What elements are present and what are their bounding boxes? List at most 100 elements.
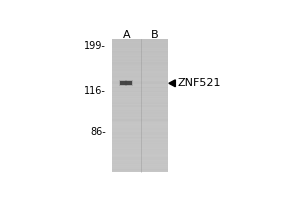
Bar (112, 91, 168, 92)
Bar (112, 67, 168, 68)
Bar (112, 124, 168, 125)
Bar (112, 165, 168, 166)
Bar (112, 134, 168, 135)
Bar (112, 57, 168, 58)
Bar (112, 128, 168, 129)
Bar (112, 167, 168, 169)
Bar (112, 139, 168, 140)
Bar (112, 109, 168, 110)
Bar (112, 76, 168, 77)
Bar (112, 151, 168, 152)
Bar (112, 62, 168, 64)
Bar (112, 123, 168, 124)
Text: B: B (151, 30, 159, 40)
Bar (112, 83, 168, 84)
Bar (112, 158, 168, 160)
Bar (112, 143, 168, 144)
Bar (112, 121, 168, 122)
Bar (112, 50, 168, 52)
Bar (112, 164, 168, 165)
Bar (112, 100, 168, 101)
Bar (112, 81, 168, 82)
Bar (112, 63, 168, 65)
Bar (112, 99, 168, 100)
Bar (112, 81, 168, 83)
Bar (112, 79, 168, 80)
Bar (112, 163, 168, 164)
Bar (112, 117, 168, 118)
Bar (119, 80, 127, 86)
Bar (112, 66, 168, 67)
Bar (112, 146, 168, 148)
Bar (112, 157, 168, 159)
Bar (112, 126, 168, 127)
Bar (112, 61, 168, 63)
Polygon shape (169, 80, 175, 87)
Bar (112, 114, 168, 116)
Bar (112, 130, 168, 131)
Bar (112, 43, 168, 44)
Bar (112, 71, 168, 73)
Bar (112, 145, 168, 146)
Bar (112, 45, 168, 46)
Bar (112, 84, 168, 86)
Bar (112, 87, 168, 88)
Bar (112, 153, 168, 154)
Bar (125, 81, 132, 85)
Bar (112, 41, 168, 43)
Bar (112, 86, 168, 87)
Bar (112, 107, 168, 108)
Bar (112, 83, 168, 85)
Bar (112, 96, 168, 97)
Bar (112, 44, 168, 45)
Bar (112, 103, 168, 105)
Bar (112, 168, 168, 170)
Bar (112, 60, 168, 61)
Bar (112, 55, 168, 56)
Bar (112, 56, 168, 57)
Bar (112, 154, 168, 155)
Bar (112, 129, 168, 130)
Bar (112, 55, 168, 56)
Bar (112, 125, 168, 127)
Bar (112, 119, 168, 120)
Bar (112, 122, 168, 124)
Bar (112, 142, 168, 143)
Bar (112, 105, 168, 107)
Bar (112, 91, 168, 92)
Bar (112, 77, 168, 78)
Bar (112, 137, 168, 139)
Bar (112, 89, 168, 90)
Bar (112, 165, 168, 166)
Bar (112, 169, 168, 171)
Bar (112, 119, 168, 121)
Bar (112, 113, 168, 114)
Bar (112, 140, 168, 141)
Bar (112, 166, 168, 167)
Bar (112, 51, 168, 53)
Bar (112, 160, 168, 161)
Bar (112, 141, 168, 142)
Bar (112, 60, 168, 61)
Bar (124, 80, 133, 86)
Bar (112, 115, 168, 117)
Text: ZNF521: ZNF521 (178, 78, 221, 88)
Text: 199-: 199- (84, 41, 106, 51)
Bar (112, 58, 168, 59)
Bar (112, 74, 168, 75)
Bar (112, 139, 168, 140)
Bar (112, 54, 168, 55)
Bar (112, 136, 168, 138)
Bar (112, 108, 168, 109)
Bar (112, 51, 168, 53)
Bar (112, 51, 168, 52)
Bar (112, 137, 168, 138)
Bar (112, 73, 168, 75)
Bar (112, 49, 168, 50)
Bar (112, 171, 168, 172)
Bar (112, 52, 168, 54)
Bar (112, 97, 168, 98)
Bar (112, 69, 168, 70)
Bar (112, 101, 168, 102)
Bar (112, 155, 168, 156)
